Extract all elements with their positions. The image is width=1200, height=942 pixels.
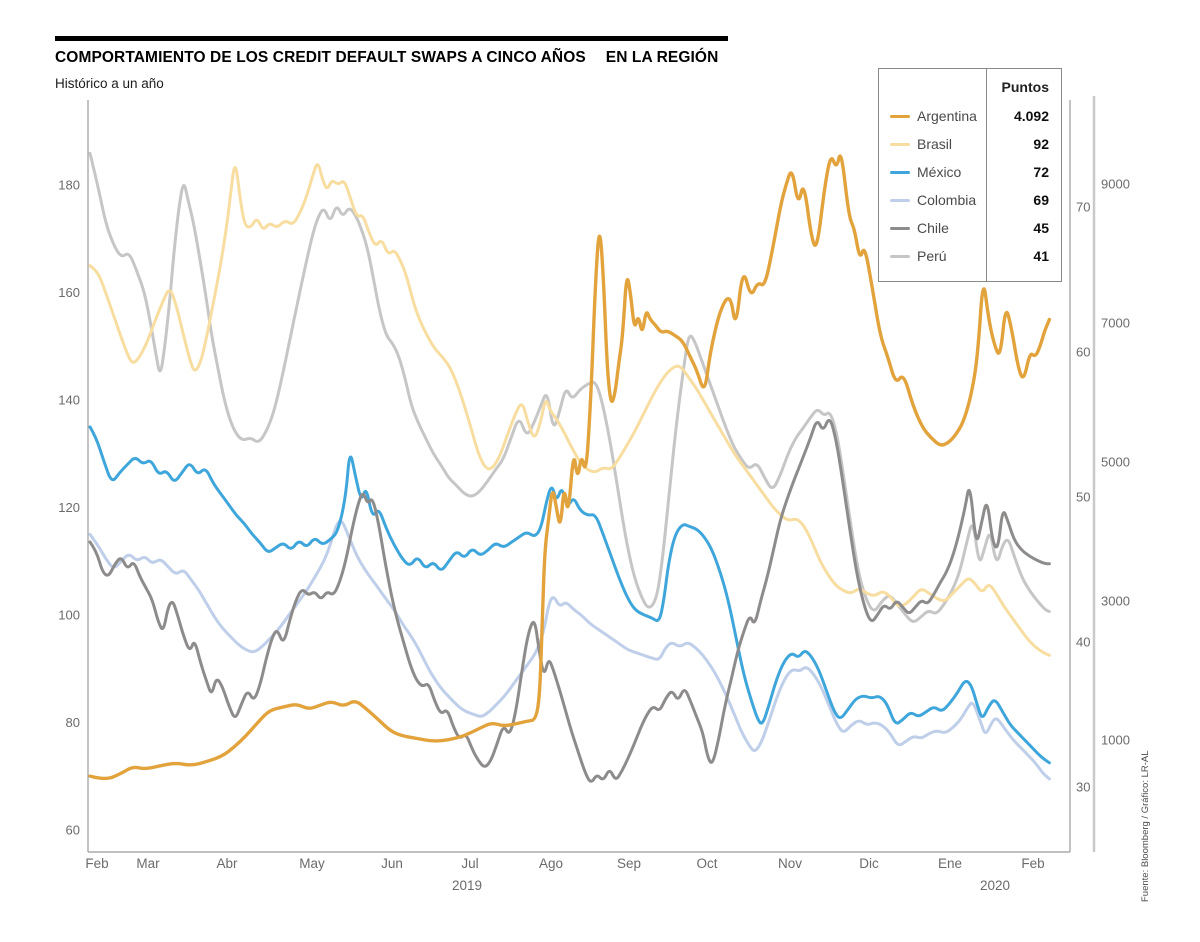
year-label: 2020 (980, 878, 1010, 893)
left-tick-label: 60 (66, 823, 80, 838)
month-label: Feb (1021, 856, 1044, 871)
right-inner-tick-label: 60 (1076, 345, 1090, 360)
right-inner-tick-label: 30 (1076, 780, 1090, 795)
right-outer-tick-label: 1000 (1101, 733, 1130, 748)
right-outer-tick-label: 9000 (1101, 177, 1130, 192)
peru-swatch-icon (890, 255, 910, 258)
legend-item-colombia: Colombia 69 (879, 187, 1061, 215)
month-label: Jun (381, 856, 403, 871)
year-label: 2019 (452, 878, 482, 893)
left-tick-label: 140 (58, 393, 80, 408)
title-rule (55, 36, 728, 41)
mexico-line (88, 425, 1051, 765)
right-outer-tick-label: 3000 (1101, 594, 1130, 609)
month-label: Oct (696, 856, 717, 871)
right-inner-tick-label: 70 (1076, 200, 1090, 215)
month-label: Ene (938, 856, 962, 871)
mexico-swatch-icon (890, 171, 910, 174)
right-inner-tick-label: 40 (1076, 635, 1090, 650)
month-label: Feb (85, 856, 108, 871)
legend: Puntos Argentina 4.092 Brasil 92 México 72 Col… (878, 68, 1062, 282)
left-tick-label: 120 (58, 500, 80, 515)
month-label: Ago (539, 856, 563, 871)
month-label: Mar (136, 856, 160, 871)
left-tick-label: 80 (66, 715, 80, 730)
legend-value: 69 (1033, 192, 1049, 208)
legend-value: 72 (1033, 164, 1049, 180)
legend-item-brasil: Brasil 92 (879, 131, 1061, 159)
legend-item-argentina: Argentina 4.092 (879, 103, 1061, 131)
brasil-swatch-icon (890, 143, 910, 146)
peru-line (88, 151, 1051, 623)
month-label: Dic (859, 856, 879, 871)
legend-points-header: Puntos (1001, 79, 1049, 95)
legend-value: 4.092 (1013, 108, 1049, 124)
legend-item-mexico: México 72 (879, 159, 1061, 187)
legend-value: 45 (1033, 220, 1049, 236)
right-outer-tick-label: 7000 (1101, 316, 1130, 331)
chile-swatch-icon (890, 227, 910, 230)
brasil-line (88, 163, 1051, 657)
right-outer-tick-label: 5000 (1101, 455, 1130, 470)
argentina-swatch-icon (890, 115, 910, 118)
legend-label: México (917, 164, 962, 180)
month-label: Sep (617, 856, 641, 871)
left-tick-label: 160 (58, 285, 80, 300)
left-tick-label: 180 (58, 178, 80, 193)
legend-item-chile: Chile 45 (879, 215, 1061, 243)
colombia-line (88, 519, 1051, 781)
right-inner-tick-label: 50 (1076, 490, 1090, 505)
month-label: Abr (216, 856, 238, 871)
legend-value: 41 (1033, 248, 1049, 264)
month-label: Jul (461, 856, 478, 871)
source-note: Fuente: Bloomberg / Gráfico: LR-AL (1140, 750, 1151, 902)
legend-divider (986, 69, 987, 281)
legend-label: Brasil (917, 136, 953, 152)
chile-line (88, 418, 1051, 783)
legend-value: 92 (1033, 136, 1049, 152)
page-title: COMPORTAMIENTO DE LOS CREDIT DEFAULT SWA… (55, 49, 719, 66)
legend-item-peru: Perú 41 (879, 243, 1061, 271)
chart-subtitle: Histórico a un año (55, 76, 164, 91)
left-tick-label: 100 (58, 608, 80, 623)
legend-label: Colombia (917, 192, 977, 208)
legend-label: Chile (917, 220, 949, 236)
month-label: Nov (778, 856, 802, 871)
legend-label: Argentina (917, 108, 977, 124)
colombia-swatch-icon (890, 199, 910, 202)
month-label: May (299, 856, 325, 871)
legend-label: Perú (917, 248, 947, 264)
argentina-line (88, 154, 1052, 781)
